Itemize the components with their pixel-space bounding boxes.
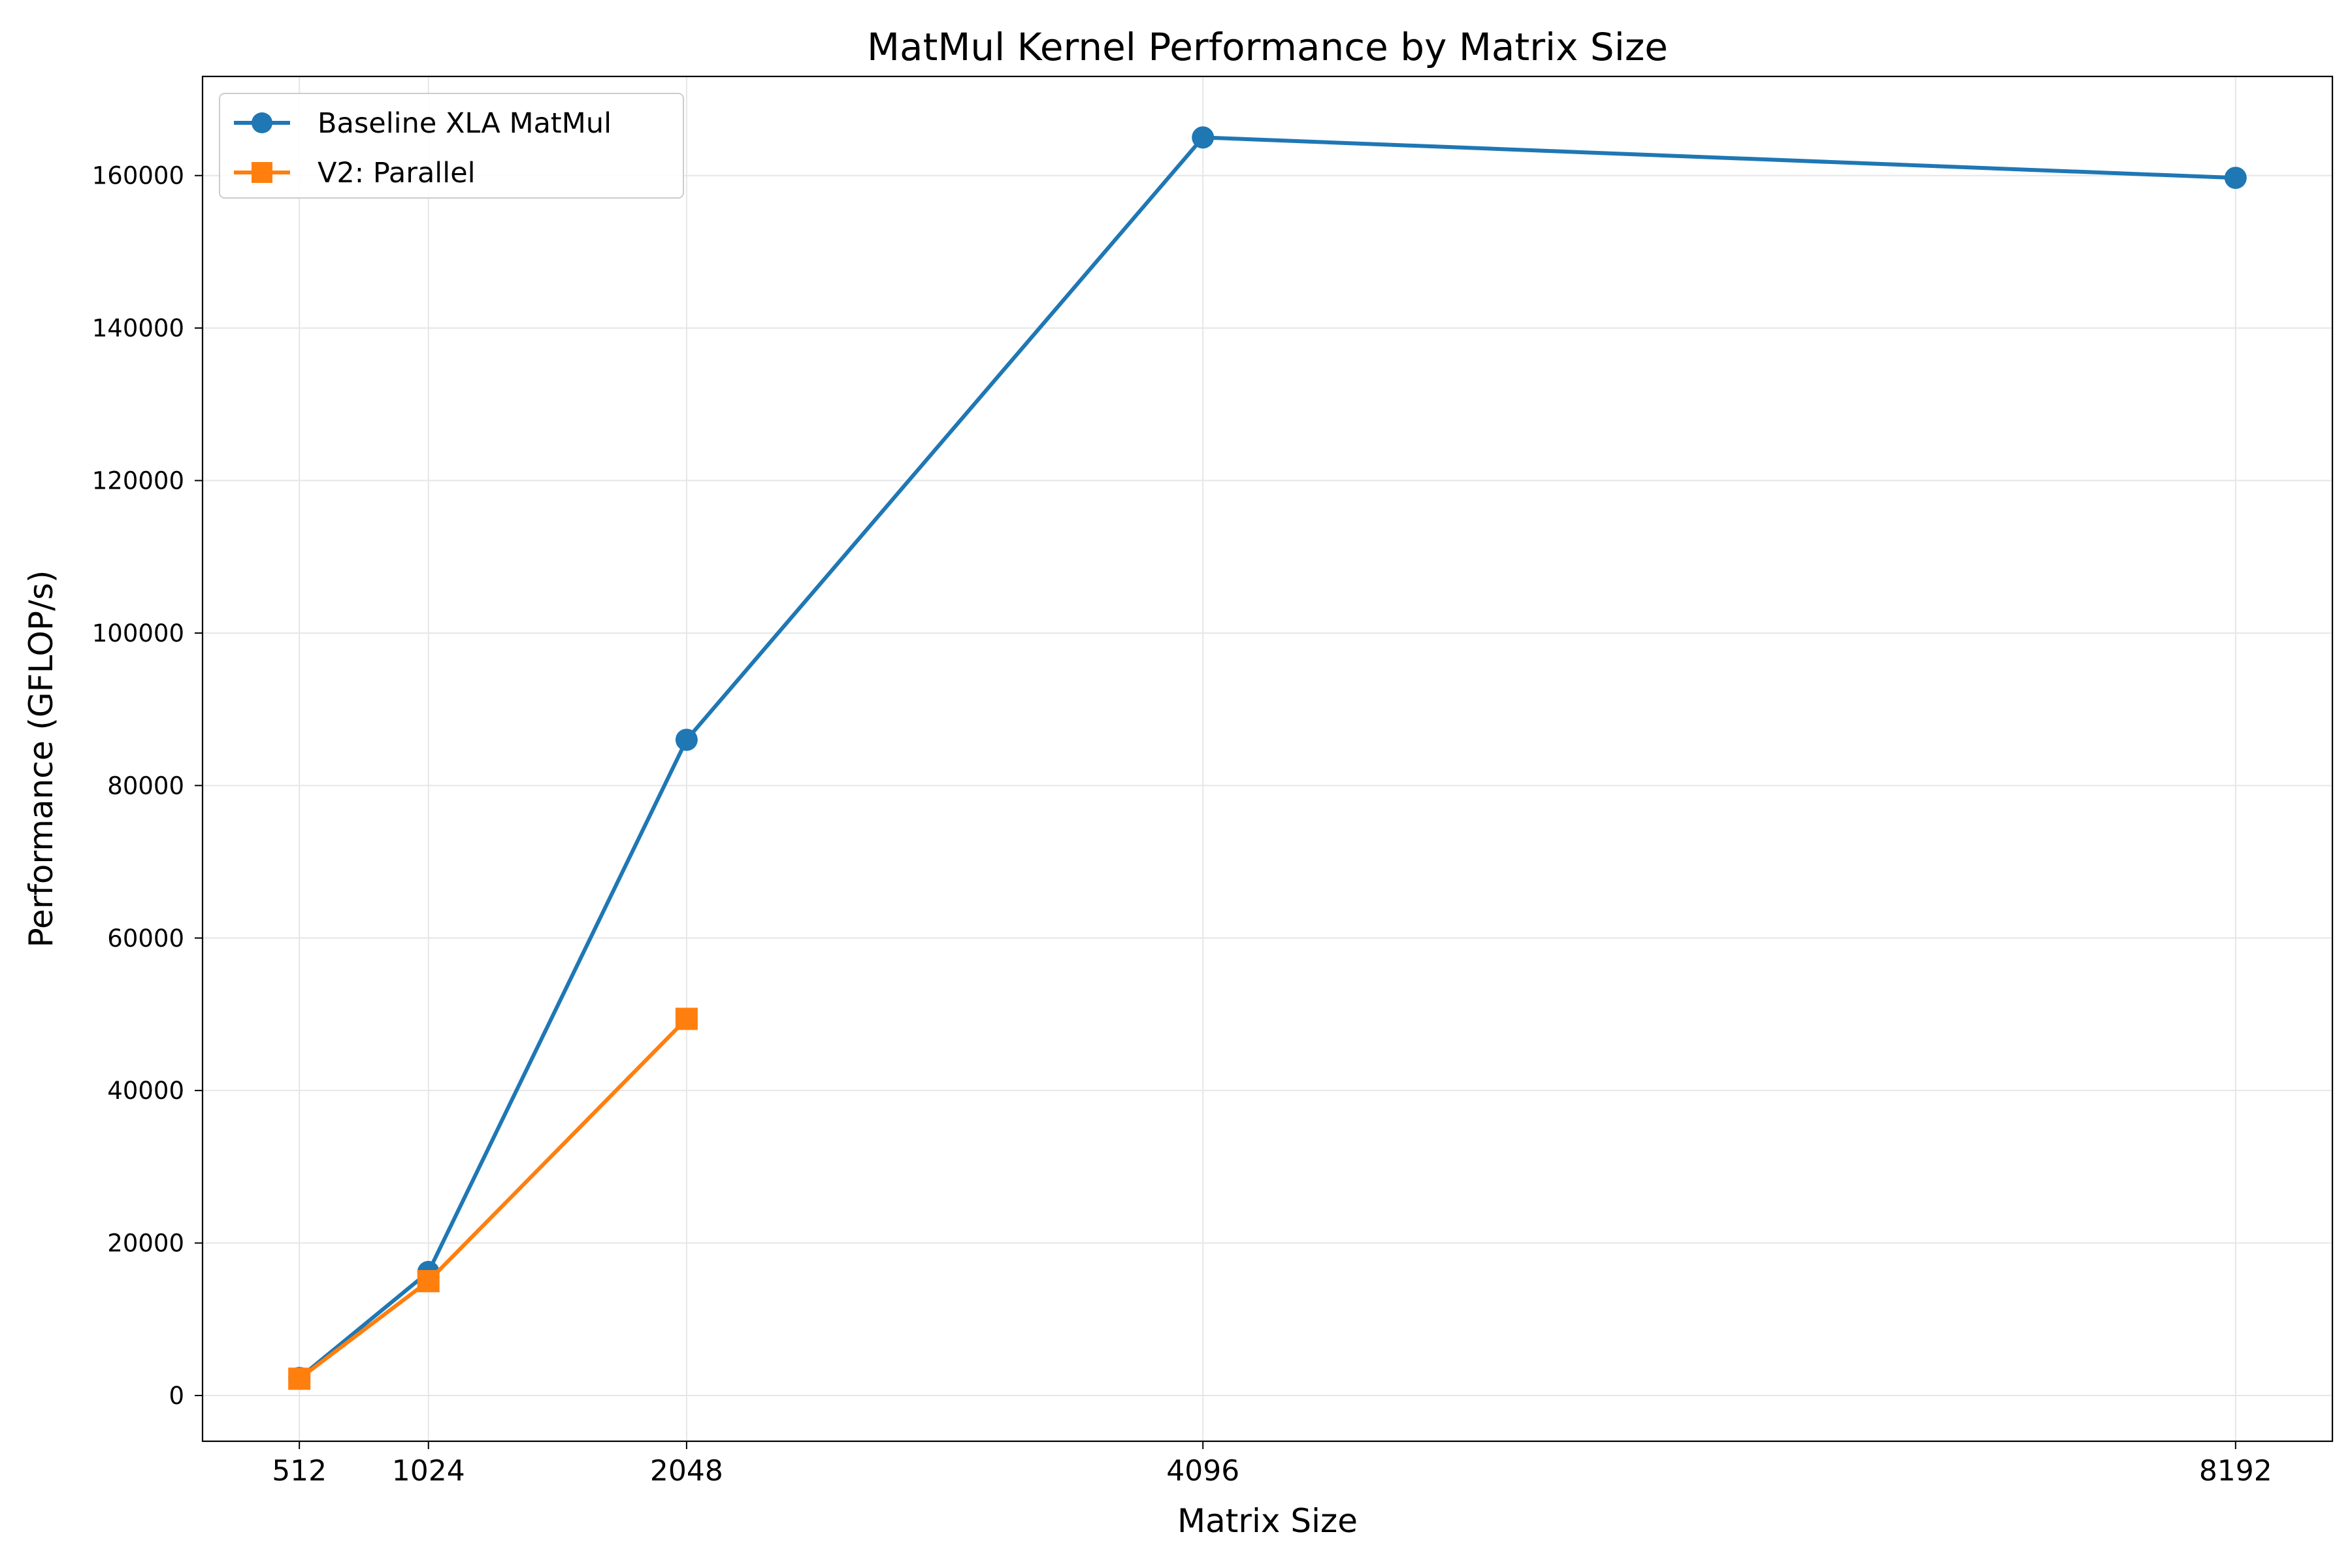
x-tick-label: 1024 (392, 1454, 465, 1488)
plot-frame (201, 75, 2334, 1443)
series-2 (288, 1007, 698, 1390)
x-tick-label: 2048 (650, 1454, 723, 1488)
y-tick-label: 140000 (92, 314, 184, 342)
y-tick-label: 120000 (92, 467, 184, 495)
data-point (288, 1367, 311, 1390)
legend-label: Baseline XLA MatMul (318, 107, 612, 140)
y-tick-label: 160000 (92, 162, 184, 190)
grid (203, 76, 2332, 1441)
data-point (2224, 167, 2247, 189)
legend-label: V2: Parallel (318, 157, 476, 189)
y-tick-label: 20000 (107, 1230, 184, 1258)
y-tick-label: 40000 (107, 1077, 184, 1105)
y-tick-label: 100000 (92, 619, 184, 647)
data-point (675, 1007, 698, 1030)
x-tick-label: 4096 (1166, 1454, 1239, 1488)
legend: Baseline XLA MatMul V2: Parallel (219, 93, 684, 199)
x-tick-label: 512 (272, 1454, 327, 1488)
x-axis-title: Matrix Size (1177, 1502, 1358, 1540)
legend-item: V2: Parallel (234, 157, 476, 189)
y-tick-label: 0 (169, 1382, 184, 1410)
data-point (675, 728, 698, 751)
x-tick-label: 8192 (2199, 1454, 2272, 1488)
ticks: 512 1024 2048 4096 8192 0 20000 40000 60000 80000… (92, 162, 2272, 1488)
legend-box (219, 93, 684, 199)
y-axis-title: Performance (GFLOP/s) (22, 570, 60, 948)
legend-marker (252, 162, 272, 183)
y-tick-label: 60000 (107, 924, 184, 953)
legend-item: Baseline XLA MatMul (234, 107, 612, 140)
data-point (417, 1269, 440, 1292)
data-point (1192, 126, 1215, 149)
series-layer (288, 126, 2247, 1390)
legend-marker (252, 112, 272, 133)
chart-title: MatMul Kernel Performance by Matrix Size (867, 25, 1668, 69)
y-tick-label: 80000 (107, 772, 184, 800)
